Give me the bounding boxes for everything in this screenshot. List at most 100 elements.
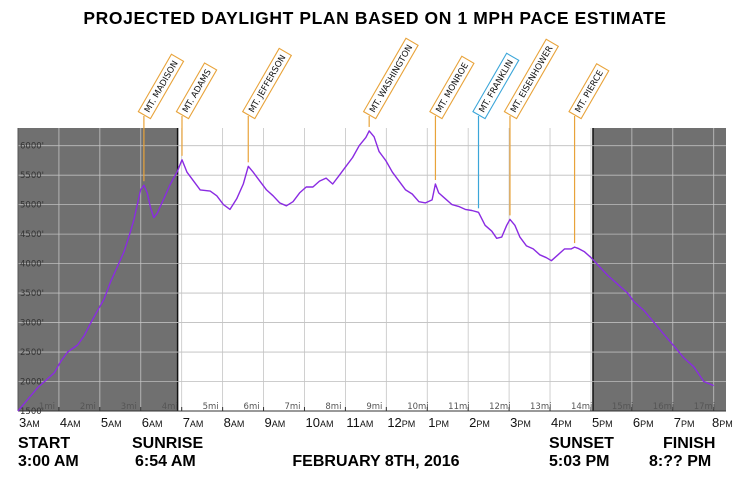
hour-suffix: AM xyxy=(149,419,163,429)
hour-suffix: PM xyxy=(640,419,654,429)
peak-label-group: MT. MADISON xyxy=(137,53,185,120)
peak-label-group: MT. WASHINGTON xyxy=(362,37,419,120)
night-band-1 xyxy=(592,128,726,411)
hour-suffix: PM xyxy=(402,419,416,429)
mile-label: 16mi xyxy=(653,402,674,412)
hour-number: 3 xyxy=(19,415,26,430)
mile-label: 3mi xyxy=(121,402,137,412)
start-time: 3:00 AM xyxy=(18,453,79,470)
y-axis-ticks: 1500' 2000' 2500' 3000' 3500' 4000' 4500' 5000'… xyxy=(20,142,44,417)
hour-suffix: PM xyxy=(719,419,733,429)
mile-label: 12mi xyxy=(489,402,510,412)
hour-number: 7 xyxy=(674,415,681,430)
hour-label: 6AM xyxy=(142,415,163,430)
peak-label-box xyxy=(241,47,293,120)
hour-suffix: PM xyxy=(558,419,572,429)
hour-suffix: PM xyxy=(599,419,613,429)
hour-labels: 3AM 4AM 5AM 6AM 7AM 8AM 9AM 10AM 11AM 12PM 1PM 2PM 3… xyxy=(19,415,733,430)
hour-label: 2PM xyxy=(469,415,490,430)
peak-label-group: MT. JEFFERSON xyxy=(241,47,293,120)
mile-label: 14mi xyxy=(571,402,592,412)
hour-label: 4AM xyxy=(60,415,81,430)
hour-suffix: PM xyxy=(681,419,695,429)
mile-label: 11mi xyxy=(448,402,469,412)
y-tick-label: 3000' xyxy=(20,319,44,329)
peak-label-box xyxy=(568,63,610,120)
mile-label: 7mi xyxy=(284,402,300,412)
peak-label-box xyxy=(175,62,218,120)
y-tick-label: 5000' xyxy=(20,201,44,211)
elevation-line-0 xyxy=(17,130,714,412)
hour-suffix: AM xyxy=(190,419,204,429)
mile-label: 2mi xyxy=(80,402,96,412)
mile-label: 17mi xyxy=(694,402,715,412)
hour-suffix: AM xyxy=(360,419,374,429)
hour-label: 1PM xyxy=(428,415,449,430)
hour-label: 4PM xyxy=(551,415,572,430)
peak-marker-3: MT. WASHINGTON xyxy=(362,37,419,127)
hour-number: 11 xyxy=(346,415,360,430)
sunset-title: SUNSET xyxy=(549,435,614,452)
peak-label: MT. JEFFERSON xyxy=(247,53,288,114)
hour-label: 12PM xyxy=(387,415,415,430)
sunset-time: 5:03 PM xyxy=(549,453,609,470)
hour-label: 5PM xyxy=(592,415,613,430)
peak-label-group: MT. EISENHOWER xyxy=(503,38,560,120)
hour-number: 8 xyxy=(712,415,719,430)
finish-time: 8:?? PM xyxy=(649,453,711,470)
mile-label: 1mi xyxy=(39,402,55,412)
hour-label: 7AM xyxy=(183,415,204,430)
hour-number: 7 xyxy=(183,415,190,430)
hour-label: 5AM xyxy=(101,415,122,430)
peak-label-box xyxy=(429,55,475,120)
peak-label-box xyxy=(362,37,419,120)
start-title: START xyxy=(18,435,70,452)
peak-label-group: MT. MONROE xyxy=(429,55,475,120)
hour-suffix: PM xyxy=(435,419,449,429)
peak-label: MT. WASHINGTON xyxy=(368,43,415,114)
hour-label: 3AM xyxy=(19,415,40,430)
hour-label: 3PM xyxy=(510,415,531,430)
peak-label-box xyxy=(503,38,560,120)
hour-number: 10 xyxy=(305,415,319,430)
hour-number: 6 xyxy=(633,415,640,430)
peak-label: MT. MONROE xyxy=(434,61,471,114)
peak-label-box xyxy=(137,53,185,120)
chart-title: PROJECTED DAYLIGHT PLAN BASED ON 1 MPH P… xyxy=(83,8,666,28)
hour-number: 1 xyxy=(428,415,435,430)
mile-label: 9mi xyxy=(366,402,382,412)
mile-label: 6mi xyxy=(244,402,260,412)
bottom-labels: START 3:00 AM SUNRISE 6:54 AM FEBRUARY 8… xyxy=(18,435,715,470)
hour-number: 4 xyxy=(551,415,558,430)
hour-number: 5 xyxy=(592,415,599,430)
y-tick-label: 6000' xyxy=(20,142,44,152)
y-tick-label: 4500' xyxy=(20,230,44,240)
hour-suffix: PM xyxy=(476,419,490,429)
mile-markers: 1mi 2mi 3mi 4mi 5mi 6mi 7mi 8mi 9mi 10mi 11mi 12mi 1… xyxy=(39,402,715,412)
hour-number: 9 xyxy=(265,415,272,430)
mile-label: 13mi xyxy=(530,402,551,412)
hour-number: 12 xyxy=(387,415,401,430)
hour-label: 7PM xyxy=(674,415,695,430)
hour-suffix: AM xyxy=(26,419,40,429)
sunrise-time: 6:54 AM xyxy=(135,453,196,470)
mile-label: 15mi xyxy=(612,402,633,412)
y-tick-label: 4000' xyxy=(20,260,44,270)
y-tick-label: 1500' xyxy=(20,407,44,417)
peak-label: MT. EISENHOWER xyxy=(509,44,555,114)
y-tick-label: 2500' xyxy=(20,348,44,358)
y-tick-label: 5500' xyxy=(20,171,44,181)
sunrise-title: SUNRISE xyxy=(132,435,203,452)
y-tick-label: 3500' xyxy=(20,289,44,299)
mile-label: 4mi xyxy=(162,402,178,412)
hour-number: 3 xyxy=(510,415,517,430)
hour-label: 11AM xyxy=(346,415,373,430)
peak-label-group: MT. ADAMS xyxy=(175,62,218,120)
hour-suffix: AM xyxy=(67,419,81,429)
hour-number: 6 xyxy=(142,415,149,430)
hour-number: 4 xyxy=(60,415,67,430)
date-label: FEBRUARY 8TH, 2016 xyxy=(292,453,459,470)
hour-number: 5 xyxy=(101,415,108,430)
peak-label-box xyxy=(472,52,520,120)
hour-number: 2 xyxy=(469,415,476,430)
